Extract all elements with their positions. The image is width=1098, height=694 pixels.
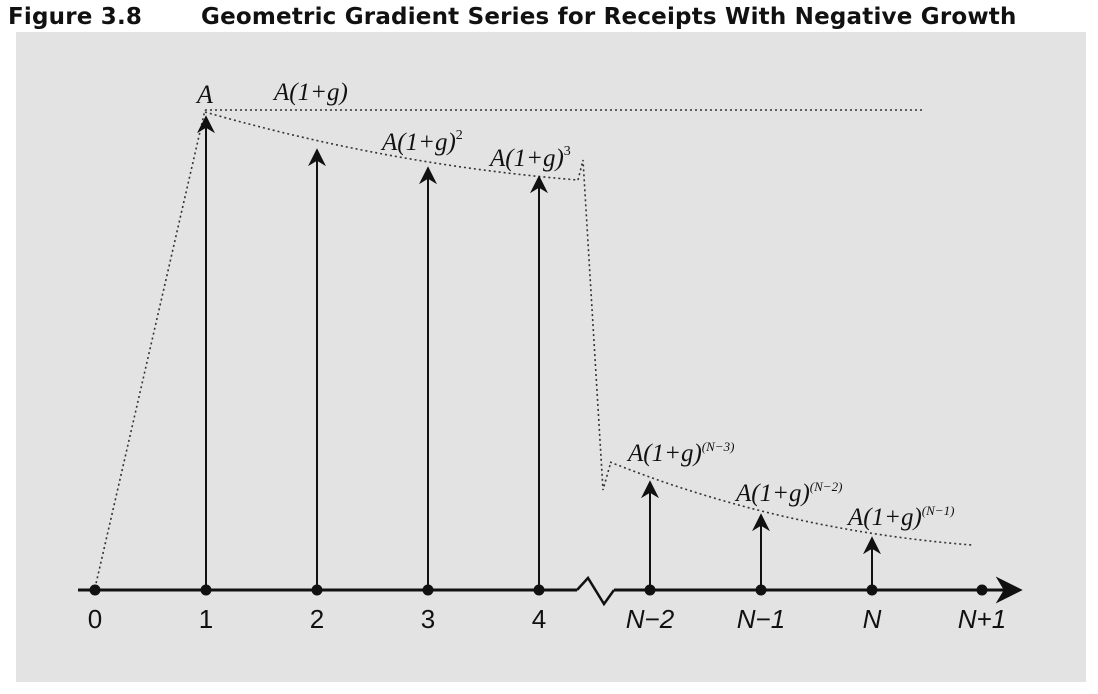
value-label-a-1plusg-n-1: A(1+g)(N−1) xyxy=(846,503,954,531)
tick-label: N−1 xyxy=(737,604,785,634)
value-label-a: A xyxy=(195,80,213,109)
diagram-panel xyxy=(16,32,1086,682)
tick-label: N xyxy=(863,604,882,634)
value-label-a-1plusg-n-3: A(1+g)(N−3) xyxy=(626,439,734,467)
value-label-a-1plusg-n-2: A(1+g)(N−2) xyxy=(734,479,842,507)
dotted-envelope xyxy=(94,109,973,589)
tick-label: 3 xyxy=(421,604,435,634)
period-dot xyxy=(89,584,101,596)
envelope-rise xyxy=(94,109,206,589)
axis-break-mark xyxy=(576,575,616,607)
period-dot xyxy=(976,584,988,596)
envelope-decay-early xyxy=(204,111,579,181)
figure-caption: Figure 3.8 Geometric Gradient Series for … xyxy=(8,4,1017,30)
tick-label: 2 xyxy=(310,604,324,634)
tick-label: N+1 xyxy=(958,604,1006,634)
value-label-a-1plusg-2: A(1+g)2 xyxy=(380,128,463,156)
figure-title: Geometric Gradient Series for Receipts W… xyxy=(201,4,1017,30)
envelope-decay-late xyxy=(609,461,973,546)
figure-number: Figure 3.8 xyxy=(8,4,143,30)
value-labels: A A(1+g) A(1+g)2 A(1+g)3 A(1+g)(N−3) A(1… xyxy=(195,79,954,531)
tick-labels: 0 1 2 3 4 N−2 N−1 N N+1 xyxy=(88,604,1006,634)
tick-label: 4 xyxy=(532,604,546,634)
value-label-a-1plusg-3: A(1+g)3 xyxy=(488,144,571,172)
tick-label: N−2 xyxy=(626,604,675,634)
value-label-a-1plusg: A(1+g) xyxy=(272,79,348,106)
receipt-arrows xyxy=(197,115,881,590)
tick-label: 1 xyxy=(199,604,213,634)
time-axis xyxy=(78,575,1023,607)
envelope-break xyxy=(577,159,611,491)
tick-label: 0 xyxy=(88,604,102,634)
